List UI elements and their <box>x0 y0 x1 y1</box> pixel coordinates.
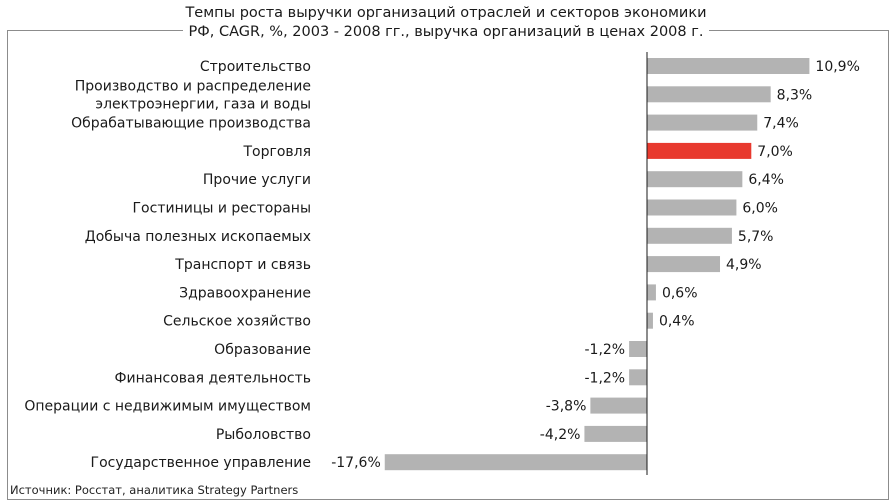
category-label-7: Добыча полезных ископаемых <box>85 229 311 245</box>
data-label-5: 6,4% <box>748 172 784 188</box>
bar-15 <box>384 454 647 471</box>
category-label-12: Финансовая деятельность <box>114 370 311 386</box>
bar-2 <box>647 86 771 103</box>
category-label-3: Обрабатывающие производства <box>71 116 311 132</box>
bar-5 <box>647 171 743 188</box>
category-label-14: Рыболовство <box>216 427 311 443</box>
bar-12 <box>629 369 647 386</box>
data-label-12: -1,2% <box>584 370 625 386</box>
data-label-2: 8,3% <box>777 87 813 103</box>
data-label-13: -3,8% <box>546 399 587 415</box>
data-label-3: 7,4% <box>763 116 799 132</box>
category-label-13: Операции с недвижимым имуществом <box>24 399 311 415</box>
bar-3 <box>647 114 758 131</box>
bar-4 <box>647 142 752 159</box>
category-label-8: Транспорт и связь <box>174 257 311 273</box>
data-label-9: 0,6% <box>662 285 698 301</box>
bar-9 <box>647 284 656 301</box>
bar-7 <box>647 227 732 244</box>
category-label-5: Прочие услуги <box>203 172 311 188</box>
bar-11 <box>629 341 647 357</box>
bar-14 <box>584 425 647 442</box>
bar-10 <box>647 312 653 329</box>
category-label-15: Государственное управление <box>91 455 311 471</box>
category-label-11: Образование <box>214 342 311 358</box>
category-label-9: Здравоохранение <box>179 285 311 301</box>
category-label-4: Торговля <box>242 144 311 160</box>
category-label-1: Строительство <box>200 59 311 75</box>
chart-title-line-1: Темпы роста выручки организаций отраслей… <box>179 5 713 21</box>
data-label-15: -17,6% <box>331 455 381 471</box>
chart-title: Темпы роста выручки организаций отраслей… <box>0 4 892 42</box>
category-label-2-line-2: электроэнергии, газа и воды <box>95 96 311 112</box>
source-note: Источник: Росстат, аналитика Strategy Pa… <box>10 483 299 497</box>
category-label-6: Гостиницы и рестораны <box>133 201 311 217</box>
category-label-10: Сельское хозяйство <box>163 314 311 330</box>
data-label-10: 0,4% <box>659 314 695 330</box>
data-label-6: 6,0% <box>742 201 778 217</box>
data-label-4: 7,0% <box>757 144 793 160</box>
bar-6 <box>647 199 737 216</box>
category-label-2-line-1: Производство и распределение <box>75 78 311 94</box>
chart-title-line-2: РФ, CAGR, %, 2003 - 2008 гг., выручка ор… <box>182 24 710 40</box>
data-label-7: 5,7% <box>738 229 774 245</box>
bar-8 <box>647 256 721 273</box>
bar-13 <box>590 397 647 414</box>
data-label-11: -1,2% <box>584 342 625 358</box>
data-label-14: -4,2% <box>540 427 581 443</box>
data-label-1: 10,9% <box>815 59 859 75</box>
bar-1 <box>647 58 810 74</box>
data-label-8: 4,9% <box>726 257 762 273</box>
